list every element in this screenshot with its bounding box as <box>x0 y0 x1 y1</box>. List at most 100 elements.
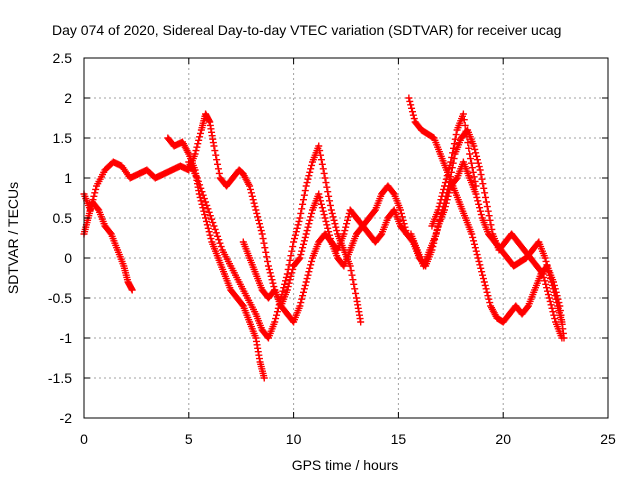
data-point <box>438 192 446 200</box>
data-point <box>543 284 551 292</box>
data-point <box>200 207 208 215</box>
data-point <box>324 224 332 232</box>
data-point <box>255 216 263 224</box>
data-point <box>477 171 485 179</box>
data-point <box>299 196 307 204</box>
series-trace-3 <box>164 134 268 382</box>
data-point <box>474 159 482 167</box>
data-point <box>323 221 331 229</box>
y-tick-label: -0.5 <box>48 290 72 306</box>
data-point <box>305 172 313 180</box>
data-point <box>283 286 291 294</box>
data-point <box>331 220 339 228</box>
data-point <box>461 121 469 129</box>
data-point <box>299 244 307 252</box>
data-point <box>206 231 214 239</box>
data-point <box>465 144 473 152</box>
data-point <box>475 200 483 208</box>
data-point <box>550 311 558 319</box>
data-point <box>436 216 444 224</box>
data-point <box>482 198 490 206</box>
data-point <box>484 292 492 300</box>
data-point <box>473 193 481 201</box>
data-point <box>329 213 337 221</box>
data-point <box>282 277 290 285</box>
data-point <box>212 151 220 159</box>
y-tick-label: 0.5 <box>53 210 73 226</box>
data-point <box>548 304 556 312</box>
data-point <box>196 129 204 137</box>
data-point <box>322 217 330 225</box>
data-point <box>196 133 204 141</box>
data-point <box>289 243 297 251</box>
data-point <box>328 209 336 217</box>
x-tick-label: 5 <box>185 431 193 447</box>
data-point <box>215 169 223 177</box>
data-point <box>540 273 548 281</box>
data-point <box>484 207 492 215</box>
gridlines <box>84 58 608 418</box>
data-point <box>344 213 352 221</box>
data-point <box>327 206 335 214</box>
data-point <box>469 168 477 176</box>
data-point <box>483 288 491 296</box>
data-point <box>343 220 351 228</box>
data-point <box>475 163 483 171</box>
data-point <box>321 214 329 222</box>
data-point <box>396 206 404 214</box>
data-point <box>282 273 290 281</box>
data-point <box>551 285 559 293</box>
data-point <box>301 233 309 241</box>
data-point <box>293 224 301 232</box>
data-point <box>407 101 415 109</box>
data-point <box>477 264 485 272</box>
data-point <box>257 227 265 235</box>
data-point <box>326 197 334 205</box>
data-point <box>204 224 212 232</box>
data-point <box>319 207 327 215</box>
data-point <box>468 164 476 172</box>
data-point <box>488 225 496 233</box>
data-point <box>460 116 468 124</box>
data-point <box>352 289 360 297</box>
data-point <box>472 247 480 255</box>
data-point <box>215 236 223 244</box>
series-trace-8 <box>428 110 480 230</box>
data-point <box>279 287 287 295</box>
data-point <box>297 209 305 217</box>
data-point <box>478 175 486 183</box>
data-point <box>466 150 474 158</box>
data-point <box>204 205 212 213</box>
data-point <box>326 201 334 209</box>
data-point <box>203 221 211 229</box>
data-point <box>473 152 481 160</box>
data-point <box>251 203 259 211</box>
data-point <box>450 140 458 148</box>
series-trace-6 <box>405 94 568 342</box>
data-point <box>468 230 476 238</box>
data-point <box>303 179 311 187</box>
data-point <box>250 199 258 207</box>
data-point <box>315 190 323 198</box>
data-point <box>325 192 333 200</box>
data-point <box>473 156 481 164</box>
data-point <box>439 189 447 197</box>
data-point <box>555 299 563 307</box>
series-trace-2 <box>80 198 136 294</box>
data-point <box>471 145 479 153</box>
data-point <box>302 182 310 190</box>
data-point <box>285 279 293 287</box>
data-point <box>210 222 218 230</box>
data-point <box>406 97 414 105</box>
data-point <box>194 140 202 148</box>
data-point <box>249 196 257 204</box>
data-point <box>538 269 546 277</box>
data-point <box>479 271 487 279</box>
data-point <box>288 269 296 277</box>
data-point <box>202 198 210 206</box>
data-point <box>202 214 210 222</box>
data-point <box>285 261 293 269</box>
x-tick-label: 20 <box>495 431 511 447</box>
data-point <box>410 115 418 123</box>
data-point <box>471 177 479 185</box>
